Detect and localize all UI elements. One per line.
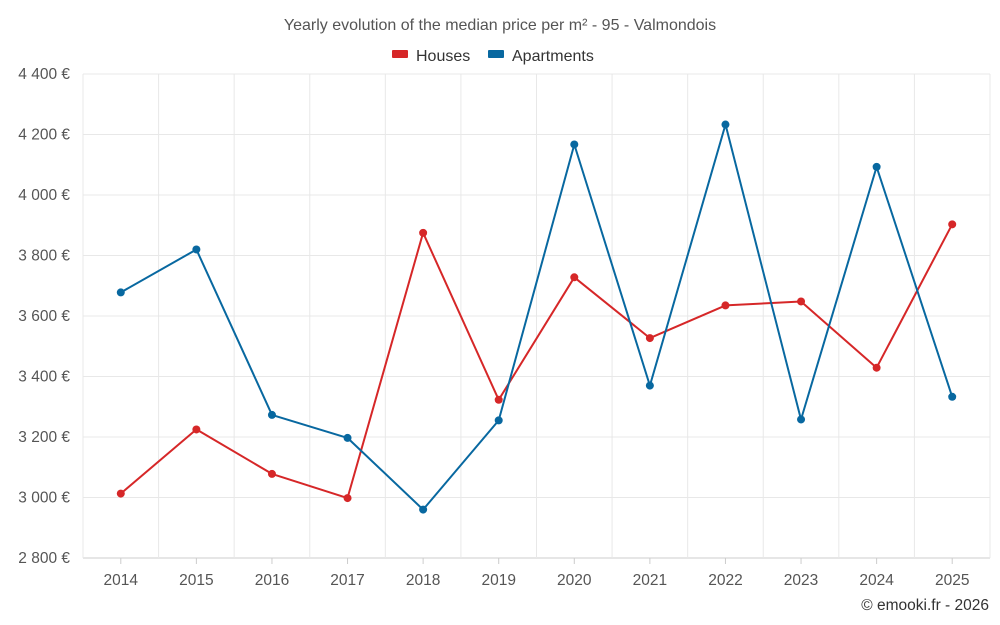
data-point-apartments[interactable]	[645, 381, 654, 390]
y-tick-label: 2 800 €	[18, 550, 70, 567]
data-point-houses[interactable]	[645, 334, 654, 343]
y-tick-label: 3 400 €	[18, 369, 70, 386]
legend-swatch-houses	[392, 50, 408, 58]
legend-swatch-apartments	[488, 50, 504, 58]
legend-label-apartments[interactable]: Apartments	[512, 48, 594, 65]
data-point-apartments[interactable]	[419, 505, 428, 514]
x-tick-label: 2022	[708, 572, 742, 589]
gridlines	[82, 73, 991, 559]
x-axis: 2014 2015 2016 2017 2018 2019 2020 2021 2022 2023…	[104, 558, 969, 589]
x-tick-label: 2025	[935, 572, 969, 589]
data-point-houses[interactable]	[797, 297, 806, 306]
x-tick-label: 2014	[104, 572, 139, 589]
data-point-apartments[interactable]	[192, 245, 201, 254]
x-tick-label: 2015	[179, 572, 213, 589]
data-point-apartments[interactable]	[570, 140, 579, 149]
series-layer	[116, 120, 957, 514]
data-point-apartments[interactable]	[343, 433, 352, 442]
data-point-houses[interactable]	[343, 494, 352, 503]
x-tick-label: 2017	[330, 572, 364, 589]
data-point-apartments[interactable]	[948, 392, 957, 401]
x-tick-label: 2023	[784, 572, 818, 589]
x-tick-label: 2021	[633, 572, 667, 589]
series-line-houses	[120, 223, 954, 500]
y-tick-label: 4 000 €	[18, 187, 70, 204]
y-tick-label: 3 000 €	[18, 490, 70, 507]
data-point-houses[interactable]	[721, 301, 730, 310]
data-point-houses[interactable]	[494, 395, 503, 404]
x-tick-label: 2019	[481, 572, 515, 589]
data-point-apartments[interactable]	[494, 416, 503, 425]
data-point-houses[interactable]	[192, 425, 201, 434]
chart-title: Yearly evolution of the median price per…	[284, 17, 716, 34]
data-point-houses[interactable]	[267, 469, 276, 478]
series-apartments	[116, 120, 957, 514]
x-tick-label: 2024	[859, 572, 894, 589]
y-tick-label: 3 800 €	[18, 248, 70, 265]
y-tick-label: 3 200 €	[18, 429, 70, 446]
data-point-apartments[interactable]	[267, 410, 276, 419]
y-tick-label: 4 400 €	[18, 66, 70, 83]
data-point-houses[interactable]	[948, 220, 957, 229]
x-tick-label: 2020	[557, 572, 592, 589]
series-line-apartments	[120, 123, 954, 511]
y-tick-label: 4 200 €	[18, 127, 70, 144]
legend-label-houses[interactable]: Houses	[416, 48, 470, 65]
data-point-apartments[interactable]	[872, 162, 881, 171]
data-point-apartments[interactable]	[797, 415, 806, 424]
data-point-houses[interactable]	[570, 273, 579, 282]
data-point-apartments[interactable]	[116, 288, 125, 297]
data-point-houses[interactable]	[419, 228, 428, 237]
data-point-apartments[interactable]	[721, 120, 730, 129]
data-point-houses[interactable]	[116, 489, 125, 498]
legend: Houses Apartments	[392, 48, 594, 65]
x-tick-label: 2018	[406, 572, 440, 589]
x-tick-label: 2016	[255, 572, 289, 589]
credit-text: © emooki.fr - 2026	[861, 597, 989, 614]
y-tick-label: 3 600 €	[18, 308, 70, 325]
y-axis: 2 800 € 3 000 € 3 200 € 3 400 € 3 600 € 3 800…	[18, 66, 70, 567]
data-point-houses[interactable]	[872, 363, 881, 372]
series-houses	[116, 220, 957, 503]
